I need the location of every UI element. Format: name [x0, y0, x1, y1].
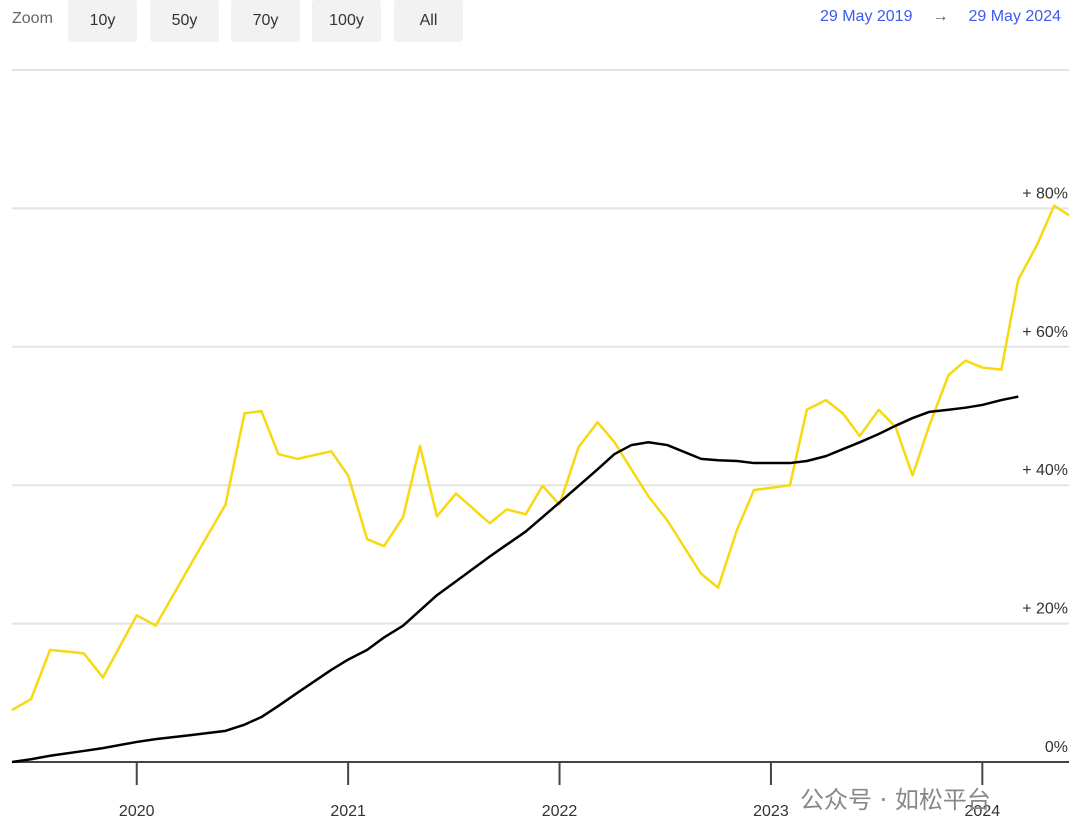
zoom-button[interactable]: 50y	[150, 0, 219, 42]
watermark: 公众号 · 如松平台	[800, 786, 991, 814]
zoom-label: Zoom	[12, 10, 53, 27]
zoom-button[interactable]: All	[394, 0, 463, 42]
x-tick-label: 2020	[119, 803, 155, 820]
range-to[interactable]: 29 May 2024	[968, 8, 1061, 25]
y-tick-label: + 40%	[1022, 462, 1068, 479]
date-range: 29 May 2019 → 29 May 2024	[820, 8, 1061, 26]
y-tick-label: + 80%	[1022, 185, 1068, 202]
series-line	[11, 395, 1019, 764]
y-tick-label: + 60%	[1022, 324, 1068, 341]
range-arrow: →	[932, 8, 949, 25]
x-tick-label: 2024	[965, 803, 1001, 820]
x-tick-label: 2023	[753, 803, 789, 820]
x-tick-label: 2021	[330, 803, 366, 820]
series-line	[11, 204, 1070, 712]
zoom-button[interactable]: 100y	[312, 0, 381, 42]
zoom-button[interactable]: 10y	[68, 0, 137, 42]
range-from[interactable]: 29 May 2019	[819, 8, 913, 25]
zoom-button[interactable]: 70y	[231, 0, 300, 42]
x-tick-label: 2022	[542, 803, 578, 820]
y-tick-label: + 20%	[1022, 601, 1068, 618]
y-tick-label: 0%	[1045, 739, 1068, 756]
